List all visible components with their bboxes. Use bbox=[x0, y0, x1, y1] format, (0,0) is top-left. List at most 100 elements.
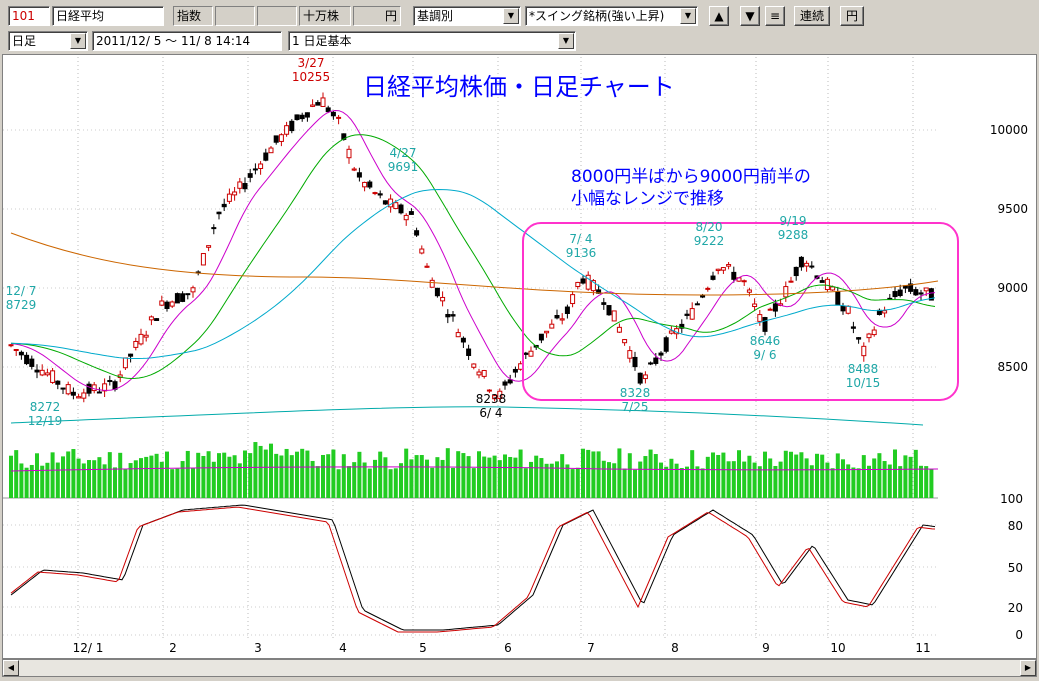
chart-area[interactable]: 10000 9500 9000 8500 100 80 50 20 0 12/ 1 2 3 4 5 6 7 8 9… bbox=[2, 54, 1037, 659]
volume-bar bbox=[175, 468, 180, 498]
name-field[interactable]: 日経平均 bbox=[52, 6, 164, 26]
volume-bar bbox=[539, 458, 544, 498]
candle-body bbox=[434, 287, 440, 297]
volume-bar bbox=[581, 448, 585, 498]
candle-body bbox=[429, 279, 435, 288]
volume-bar bbox=[638, 461, 643, 498]
volume-bar bbox=[76, 458, 81, 498]
candle-body bbox=[284, 125, 290, 135]
volume-bar bbox=[445, 448, 450, 498]
volume-bar bbox=[737, 450, 741, 498]
point-date-label: 12/ 7 bbox=[6, 284, 37, 298]
code-field[interactable]: 101 bbox=[8, 6, 50, 26]
candle-body bbox=[835, 291, 841, 306]
scroll-left-icon[interactable]: ◀ bbox=[3, 660, 19, 676]
x-axis-label: 6 bbox=[504, 641, 512, 655]
up-button[interactable]: ▲ bbox=[709, 6, 729, 26]
candle-body bbox=[830, 286, 836, 291]
candle-body bbox=[710, 275, 716, 280]
volume-bar bbox=[669, 458, 674, 498]
candle-body bbox=[86, 383, 92, 394]
candle-body bbox=[861, 345, 867, 357]
chevron-down-icon[interactable]: ▼ bbox=[503, 8, 519, 24]
volume-bar bbox=[300, 448, 305, 498]
point-value-label: 10255 bbox=[292, 70, 330, 84]
candle-body bbox=[356, 172, 362, 178]
candle-body bbox=[346, 148, 352, 159]
volume-bar bbox=[747, 455, 752, 498]
volume-bar bbox=[908, 456, 913, 498]
candle-body bbox=[81, 392, 87, 399]
osc-axis-label: 20 bbox=[1008, 601, 1023, 615]
volume-bar bbox=[867, 465, 871, 498]
volume-bar bbox=[341, 454, 346, 498]
menu-button[interactable]: ≡ bbox=[765, 6, 785, 26]
candle-body bbox=[871, 329, 877, 336]
candle-body bbox=[632, 356, 638, 368]
down-button[interactable]: ▼ bbox=[740, 6, 760, 26]
candle-body bbox=[580, 278, 586, 284]
candle-body bbox=[320, 97, 326, 107]
period-select[interactable]: 日足 ▼ bbox=[8, 31, 88, 51]
candle-body bbox=[616, 326, 622, 333]
volume-bar bbox=[414, 455, 419, 498]
volume-bar bbox=[466, 456, 471, 498]
price-axis-label: 8500 bbox=[997, 360, 1028, 374]
candle-body bbox=[460, 337, 466, 343]
annotation-line-1: 8000円半ばから9000円前半の bbox=[571, 167, 811, 187]
volume-bar bbox=[523, 468, 528, 498]
candle-body bbox=[18, 351, 24, 356]
volume-bar bbox=[804, 458, 809, 498]
date-range-field[interactable]: 2011/12/ 5 ～ 11/ 8 14:14 bbox=[92, 31, 282, 51]
volume-bar bbox=[555, 461, 559, 498]
volume-bar bbox=[315, 466, 320, 498]
candle-body bbox=[8, 344, 14, 347]
continuous-button[interactable]: 連続 bbox=[794, 6, 830, 26]
candle-body bbox=[726, 264, 732, 267]
chevron-down-icon[interactable]: ▼ bbox=[680, 8, 696, 24]
volume-bar bbox=[430, 467, 435, 498]
volume-bar bbox=[87, 460, 91, 498]
candle-body bbox=[570, 294, 576, 305]
chart-select[interactable]: 1 日足基本 ▼ bbox=[288, 31, 576, 51]
volume-bar bbox=[399, 463, 403, 498]
candle-body bbox=[668, 330, 674, 334]
volume-bar bbox=[357, 451, 362, 498]
candle-body bbox=[923, 287, 929, 292]
x-axis-label: 8 bbox=[671, 641, 679, 655]
volume-bar bbox=[487, 457, 492, 498]
ma-very-long-line bbox=[10, 232, 939, 296]
candle-body bbox=[258, 163, 264, 170]
candle-body bbox=[55, 380, 61, 385]
candle-body bbox=[393, 202, 399, 210]
point-date-label: 8/20 bbox=[696, 220, 723, 234]
candle-body bbox=[720, 267, 726, 271]
horizontal-scrollbar[interactable]: ◀ ▶ bbox=[2, 659, 1037, 677]
candle-body bbox=[788, 280, 794, 283]
volume-bar bbox=[835, 453, 840, 498]
volume-bar bbox=[217, 453, 221, 498]
candle-body bbox=[793, 266, 799, 277]
point-date-label: 3/27 bbox=[298, 56, 325, 70]
toolbar-top: 101 日経平均 指数 十万株 円 基調別 ▼ *スイング銘柄(強い上昇) ▼ … bbox=[0, 2, 1039, 30]
volume-bar bbox=[591, 451, 596, 498]
candle-body bbox=[471, 363, 477, 368]
candle-body bbox=[866, 333, 872, 339]
volume-bar bbox=[586, 449, 591, 498]
oscillator-k-line bbox=[10, 504, 936, 631]
yen-button[interactable]: 円 bbox=[840, 6, 864, 26]
chevron-down-icon[interactable]: ▼ bbox=[558, 33, 574, 49]
candle-body bbox=[466, 348, 472, 356]
candle-body bbox=[273, 135, 279, 143]
screen-select[interactable]: *スイング銘柄(強い上昇) ▼ bbox=[525, 6, 698, 26]
volume-bar bbox=[149, 455, 154, 498]
trend-select[interactable]: 基調別 ▼ bbox=[413, 6, 521, 26]
scroll-right-icon[interactable]: ▶ bbox=[1020, 660, 1036, 676]
candle-body bbox=[138, 333, 144, 345]
volume-bar bbox=[284, 448, 289, 498]
volume-bar bbox=[903, 455, 908, 498]
chevron-down-icon[interactable]: ▼ bbox=[70, 33, 86, 49]
volume-bar bbox=[352, 462, 357, 498]
volume-bar bbox=[201, 455, 206, 498]
osc-axis-label: 0 bbox=[1015, 628, 1023, 642]
